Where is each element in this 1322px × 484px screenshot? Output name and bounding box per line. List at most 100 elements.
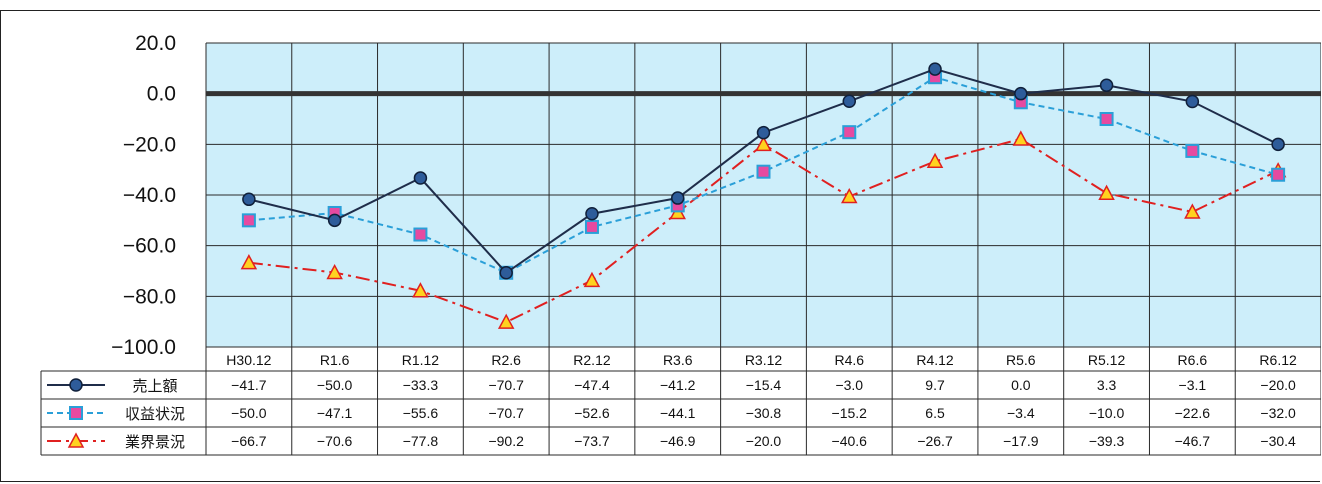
table-cell: −66.7	[231, 433, 267, 449]
y-tick-label: −80.0	[123, 285, 176, 308]
y-tick-label: −60.0	[123, 235, 176, 258]
table-cell: −3.4	[1007, 405, 1035, 421]
data-point	[755, 135, 772, 152]
table-cell: −70.7	[488, 405, 524, 421]
category-label: R6.6	[1178, 352, 1208, 368]
data-point	[584, 219, 599, 234]
table-cell: −22.6	[1175, 405, 1211, 421]
y-tick-label: 0.0	[147, 83, 176, 106]
category-label: R5.12	[1088, 352, 1126, 368]
category-label: R1.12	[402, 352, 440, 368]
category-label: R2.6	[491, 352, 521, 368]
table-cell: 6.5	[925, 405, 945, 421]
legend-entry: 業界景況	[47, 432, 185, 451]
table-cell: −15.2	[832, 405, 868, 421]
data-point	[841, 187, 858, 204]
legend-label: 業界景況	[125, 434, 185, 451]
table-cell: −73.7	[574, 433, 610, 449]
table-cell: 9.7	[925, 377, 945, 393]
data-point	[756, 125, 771, 140]
category-label: R2.12	[573, 352, 611, 368]
table-cell: −55.6	[403, 405, 439, 421]
category-label: R3.6	[663, 352, 693, 368]
table-cell: −15.4	[746, 377, 782, 393]
table-cell: −44.1	[660, 405, 696, 421]
table-cell: −90.2	[488, 433, 524, 449]
data-point	[928, 62, 942, 76]
table-cell: −77.8	[403, 433, 439, 449]
category-label: H30.12	[226, 352, 271, 368]
data-point	[1099, 78, 1114, 93]
data-point	[1271, 137, 1285, 152]
legend-label: 売上額	[132, 378, 177, 395]
data-point	[926, 152, 944, 169]
table-cell: −32.0	[1260, 405, 1296, 421]
data-point	[1099, 112, 1114, 126]
table-cell: −20.0	[746, 433, 782, 449]
table-cell: −3.0	[835, 377, 863, 393]
table-cell: −30.4	[1260, 433, 1296, 449]
table-cell: −47.1	[317, 405, 353, 421]
legend-marker	[69, 406, 83, 420]
data-point	[1184, 203, 1201, 219]
data-table: H30.12 R1.6 R1.12 R2.6 R2.12 R3.6 R3.12 R4.6 R4.…	[40, 352, 1321, 456]
data-point	[412, 282, 429, 298]
category-label: R4.12	[916, 352, 954, 368]
category-label: R1.6	[320, 352, 350, 368]
table-cell: −50.0	[317, 377, 353, 393]
legend-label: 収益状況	[125, 406, 185, 423]
table-cell: −52.6	[574, 405, 610, 421]
data-point	[842, 125, 857, 140]
table-cell: −47.4	[574, 377, 610, 393]
table-cell: −41.2	[660, 377, 696, 393]
table-cell: −50.0	[231, 405, 267, 421]
chart-frame: 20.0 0.0 −20.0 −40.0 −60.0 −80.0 −100.0 H30.12 R…	[0, 10, 1321, 482]
legend-marker	[69, 378, 83, 392]
data-point	[1185, 143, 1200, 158]
line-chart: 20.0 0.0 −20.0 −40.0 −60.0 −80.0 −100.0 H30.12 R…	[40, 32, 1321, 456]
data-point	[1014, 86, 1028, 101]
data-point	[327, 213, 342, 228]
data-point	[670, 191, 685, 205]
table-cell: 0.0	[1011, 377, 1031, 393]
table-cell: −3.1	[1179, 377, 1207, 393]
table-cell: −26.7	[917, 433, 953, 449]
table-cell: −39.3	[1089, 433, 1125, 449]
data-point	[497, 313, 515, 329]
table-cell: −70.6	[317, 433, 353, 449]
table-cell: −40.6	[832, 433, 868, 449]
data-point	[240, 254, 258, 270]
data-point	[583, 271, 601, 288]
data-point	[242, 192, 256, 207]
data-point	[326, 263, 343, 280]
data-point	[756, 164, 771, 179]
table-cell: −46.9	[660, 433, 696, 449]
table-cell: −10.0	[1089, 405, 1125, 421]
legend-marker	[67, 432, 85, 448]
data-point	[413, 227, 428, 242]
table-cell: −46.7	[1175, 433, 1211, 449]
legend-entry: 売上額	[47, 378, 178, 395]
category-label: R5.6	[1006, 352, 1036, 368]
data-point	[1271, 167, 1286, 182]
y-tick-label: −40.0	[123, 184, 176, 207]
category-label: R6.12	[1259, 352, 1297, 368]
table-cell: −17.9	[1003, 433, 1039, 449]
table-cell: −33.3	[403, 377, 439, 393]
data-point	[499, 266, 513, 280]
table-cell: −70.7	[488, 377, 524, 393]
table-cell: −41.7	[231, 377, 267, 393]
data-point	[1185, 94, 1200, 109]
y-tick-label: 20.0	[135, 32, 176, 55]
data-point	[241, 213, 256, 228]
data-point	[585, 206, 599, 221]
series-circle	[242, 62, 1285, 280]
legend-entry: 収益状況	[47, 406, 185, 423]
table-cell: −30.8	[746, 405, 782, 421]
category-label: R4.6	[834, 352, 864, 368]
y-tick-label: −20.0	[123, 133, 176, 156]
data-point	[413, 171, 428, 185]
category-label: R3.12	[745, 352, 783, 368]
y-tick-label: −100.0	[111, 336, 176, 359]
table-cell: 3.3	[1097, 377, 1117, 393]
